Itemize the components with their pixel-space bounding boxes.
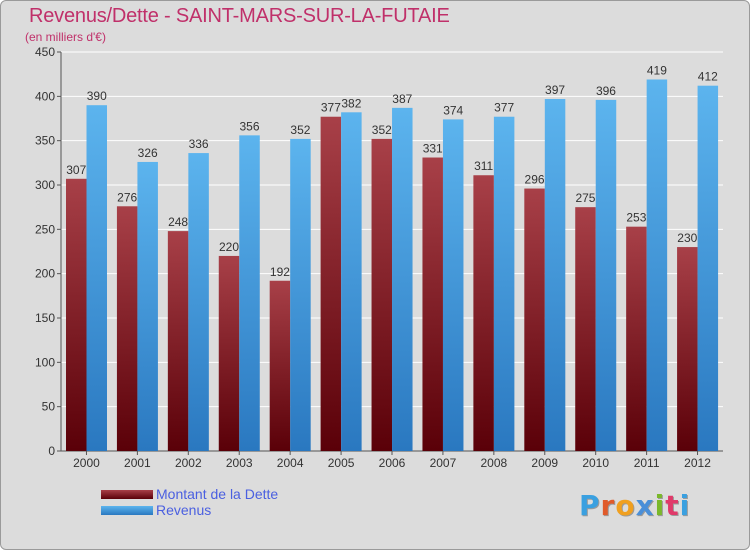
logo-letter: o	[615, 489, 636, 522]
logo-letter: i	[654, 489, 666, 522]
data-label-revenus: 390	[87, 89, 107, 103]
logo-letter: r	[600, 489, 616, 522]
logo-letter: P	[579, 489, 601, 522]
x-tick-label: 2010	[582, 456, 609, 470]
data-label-revenus: 356	[240, 119, 260, 133]
bar-dette	[473, 175, 494, 451]
bar-revenus	[341, 112, 362, 451]
bar-revenus	[646, 79, 668, 451]
bar-dette	[524, 188, 545, 451]
data-label-dette: 307	[66, 163, 86, 177]
bar-revenus	[86, 105, 107, 451]
x-tick-label: 2004	[277, 456, 304, 470]
data-label-revenus: 336	[189, 137, 209, 151]
bar-dette	[218, 255, 240, 451]
data-label-dette: 192	[270, 265, 290, 279]
proxiti-logo: Proxiti	[579, 489, 690, 522]
data-label-dette: 377	[321, 101, 341, 115]
data-label-revenus: 374	[443, 103, 463, 117]
data-label-dette: 276	[117, 190, 137, 204]
x-tick-label: 2007	[430, 456, 457, 470]
y-tick-label: 0	[48, 444, 55, 458]
data-label-dette: 352	[372, 123, 392, 137]
data-label-revenus: 412	[698, 70, 718, 84]
bars	[66, 79, 719, 452]
legend-label-revenus: Revenus	[156, 502, 212, 518]
x-tick-label: 2012	[684, 456, 711, 470]
data-label-dette: 230	[677, 231, 697, 245]
data-label-dette: 220	[219, 240, 239, 254]
bar-revenus	[290, 138, 311, 452]
bar-dette	[66, 178, 87, 451]
bar-dette	[677, 247, 698, 451]
axes: 0 50 100 150 200 250 300 350 400 450 2000 2001 2002 2…	[35, 45, 723, 470]
logo-letter: t	[665, 489, 680, 522]
y-tick-label: 300	[35, 178, 55, 192]
y-tick-label: 450	[35, 45, 55, 59]
bar-revenus	[697, 85, 719, 452]
bar-revenus	[137, 161, 158, 452]
y-tick-label: 400	[35, 89, 55, 103]
bar-revenus	[595, 99, 617, 451]
bar-revenus	[544, 98, 566, 451]
x-tick-label: 2001	[124, 456, 151, 470]
y-tick-label: 150	[35, 311, 55, 325]
logo-letter: i	[679, 489, 691, 522]
data-label-revenus: 397	[545, 83, 565, 97]
bar-dette	[626, 226, 647, 451]
x-tick-label: 2002	[175, 456, 202, 470]
chart-subtitle: (en milliers d'€)	[25, 30, 106, 44]
data-label-revenus: 387	[392, 92, 412, 106]
bar-dette	[269, 280, 291, 451]
y-tick-label: 50	[42, 400, 56, 414]
bar-revenus	[493, 116, 515, 451]
data-label-dette: 296	[525, 173, 545, 187]
y-tick-label: 200	[35, 267, 55, 281]
logo-letter: x	[635, 489, 655, 522]
y-tick-label: 250	[35, 222, 55, 236]
x-tick-label: 2006	[379, 456, 406, 470]
bar-revenus	[442, 119, 464, 452]
data-label-dette: 311	[474, 159, 493, 173]
data-label-revenus: 396	[596, 84, 616, 98]
data-label-dette: 253	[626, 211, 646, 225]
bar-dette	[371, 138, 393, 452]
y-tick-label: 100	[35, 355, 55, 369]
data-label-dette: 331	[423, 142, 443, 156]
x-tick-label: 2003	[226, 456, 253, 470]
bar-dette	[167, 231, 189, 451]
data-label-dette: 275	[575, 191, 595, 205]
x-tick-label: 2011	[634, 456, 660, 470]
y-tick-label: 350	[35, 134, 55, 148]
bar-dette	[422, 157, 443, 451]
data-label-revenus: 419	[647, 63, 667, 77]
x-tick-label: 2000	[73, 456, 100, 470]
legend-label-dette: Montant de la Dette	[156, 486, 279, 502]
bar-revenus	[392, 107, 413, 452]
data-label-revenus: 382	[341, 96, 361, 110]
legend-swatch-dette	[101, 490, 153, 499]
data-label-revenus: 377	[494, 101, 514, 115]
bar-revenus	[188, 153, 209, 451]
x-tick-label: 2009	[531, 456, 558, 470]
bar-dette	[320, 116, 342, 451]
data-label-dette: 248	[168, 215, 188, 229]
bar-dette	[116, 206, 138, 451]
chart-title: Revenus/Dette - SAINT-MARS-SUR-LA-FUTAIE	[29, 5, 450, 27]
bar-revenus	[239, 135, 260, 451]
data-label-revenus: 352	[290, 123, 310, 137]
x-tick-label: 2005	[328, 456, 355, 470]
legend-swatch-revenus	[101, 506, 153, 515]
bar-dette	[575, 207, 596, 451]
x-tick-label: 2008	[480, 456, 507, 470]
data-label-revenus: 326	[138, 146, 158, 160]
